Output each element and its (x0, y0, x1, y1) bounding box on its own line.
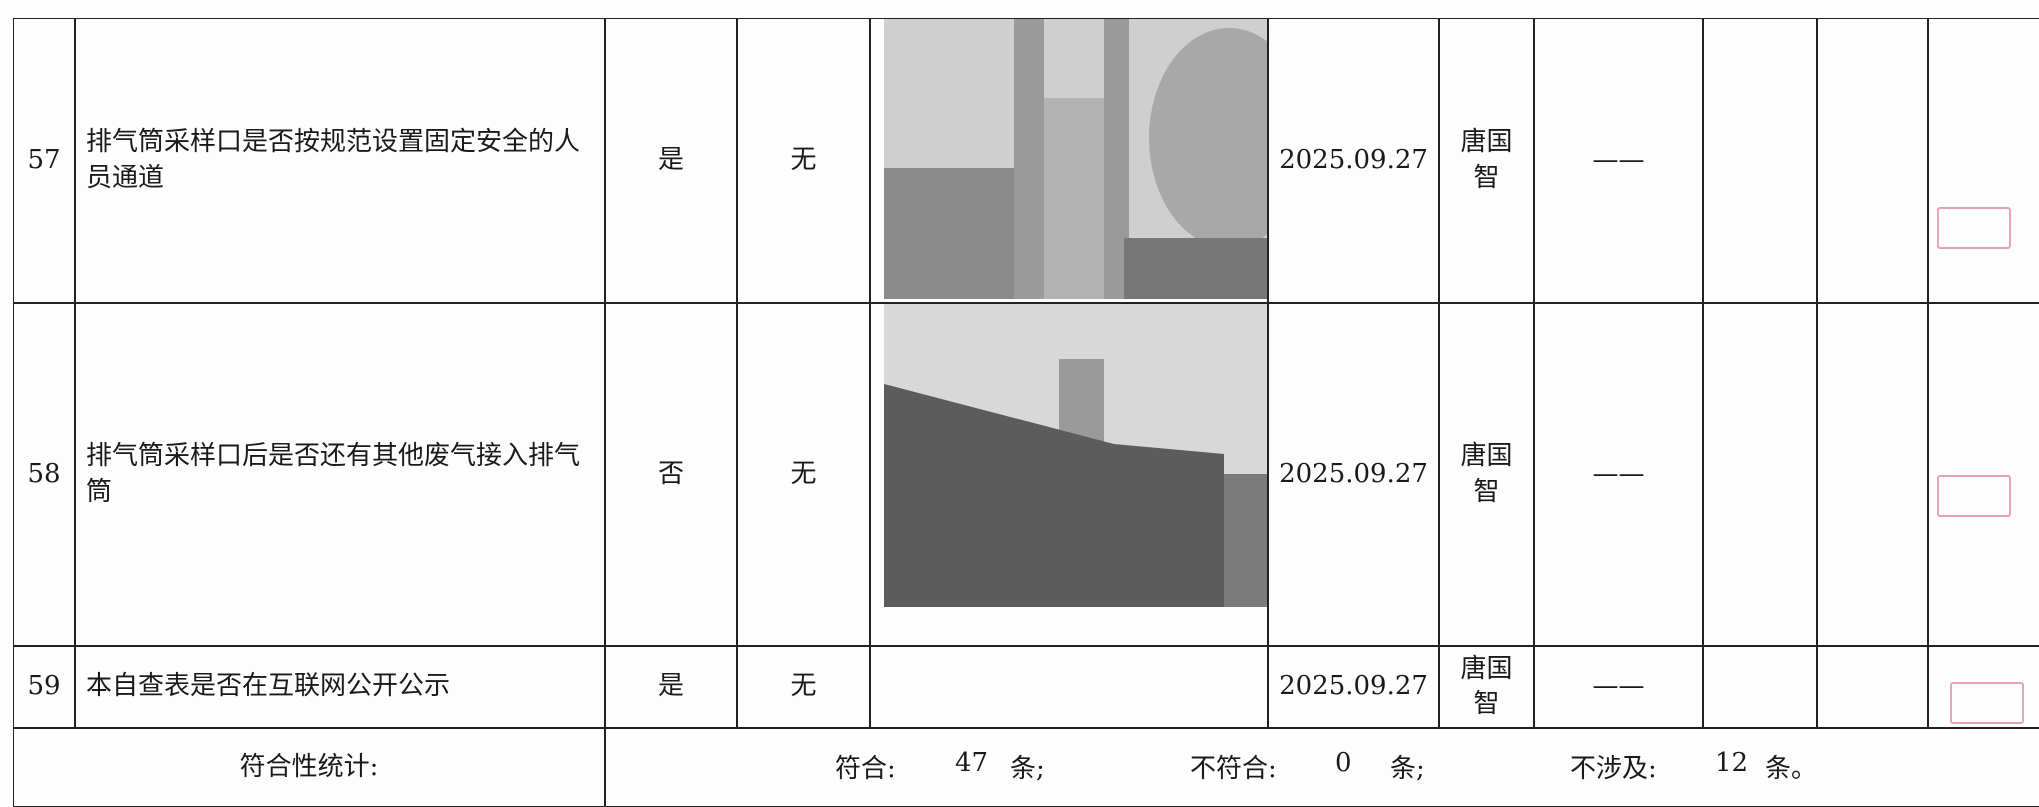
cell (1817, 18, 1928, 303)
photo-stack (884, 304, 1268, 607)
cell (1928, 303, 2039, 646)
check-item: 排气筒采样口是否按规范设置固定安全的人员通道 (75, 18, 605, 303)
summary-unit: 条。 (1765, 754, 1818, 784)
inspector: 唐国智 (1439, 646, 1534, 728)
stamp (1937, 475, 2011, 517)
cell (1928, 18, 2039, 303)
remark: —— (1534, 646, 1703, 728)
check-item: 排气筒采样口后是否还有其他废气接入排气筒 (75, 303, 605, 646)
stamp (1950, 682, 2024, 724)
summary-count: 47 (955, 748, 989, 778)
inspector: 唐国智 (1439, 303, 1534, 646)
cell (1817, 646, 1928, 728)
cell (1703, 646, 1817, 728)
date: 2025.09.27 (1268, 646, 1439, 728)
issue: 无 (737, 18, 870, 303)
row-number: 57 (13, 18, 75, 303)
cell (870, 303, 1268, 646)
remark: —— (1534, 303, 1703, 646)
cell (1928, 646, 2039, 728)
answer: 否 (605, 303, 737, 646)
summary-unit: 条; (1010, 754, 1045, 784)
answer: 是 (605, 646, 737, 728)
row-number: 58 (13, 303, 75, 646)
summary-name: 不涉及: (1570, 754, 1657, 784)
cell (1703, 303, 1817, 646)
date: 2025.09.27 (1268, 18, 1439, 303)
issue: 无 (737, 303, 870, 646)
cell (1817, 303, 1928, 646)
issue: 无 (737, 646, 870, 728)
cell (870, 18, 1268, 303)
cell (1703, 18, 1817, 303)
date: 2025.09.27 (1268, 303, 1439, 646)
summary-count: 0 (1335, 748, 1352, 778)
check-item: 本自查表是否在互联网公开公示 (75, 646, 605, 728)
photo-stairs (884, 18, 1268, 299)
summary-name: 不符合: (1190, 754, 1277, 784)
stamp (1937, 207, 2011, 249)
summary-box (605, 728, 2039, 807)
answer: 是 (605, 18, 737, 303)
summary-count: 12 (1715, 748, 1749, 778)
remark: —— (1534, 18, 1703, 303)
summary-label: 符合性统计: (13, 728, 605, 807)
summary-name: 符合: (835, 754, 896, 784)
cell (870, 646, 1268, 728)
row-number: 59 (13, 646, 75, 728)
inspector: 唐国智 (1439, 18, 1534, 303)
summary-unit: 条; (1390, 754, 1425, 784)
